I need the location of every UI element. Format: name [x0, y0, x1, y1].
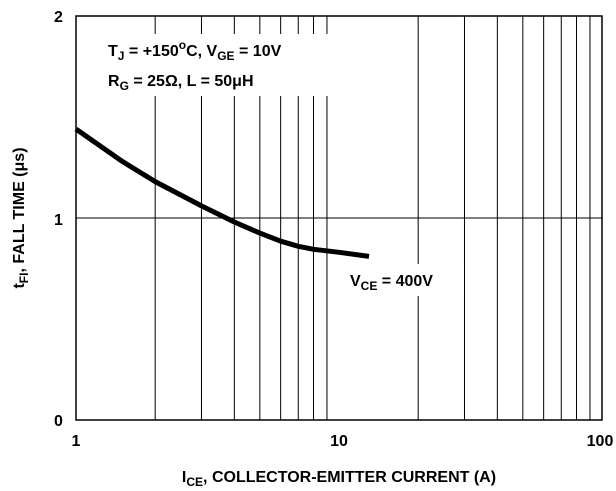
conditions-line-2: RG = 25Ω, L = 50μH — [108, 73, 254, 93]
series-label-vce: VCE = 400V — [350, 273, 433, 293]
series-line-vce-400v — [74, 127, 370, 259]
series-layer — [74, 127, 370, 259]
x-axis-title: ICE, COLLECTOR-EMITTER CURRENT (A) — [182, 469, 496, 489]
x-tick-label: 10 — [330, 433, 348, 450]
conditions-line-1: TJ = +150oC, VGE = 10V — [108, 38, 282, 63]
x-tick-label: 100 — [587, 433, 614, 450]
x-tick-label: 1 — [72, 433, 81, 450]
y-tick-label: 1 — [54, 212, 63, 229]
series-label-background — [344, 264, 464, 296]
y-axis-title: tFI, FALL TIME (μs) — [11, 147, 31, 288]
annotation-background — [100, 34, 350, 96]
y-tick-label: 2 — [54, 9, 63, 26]
y-tick-label: 0 — [54, 413, 63, 430]
plot-frame — [75, 15, 603, 421]
